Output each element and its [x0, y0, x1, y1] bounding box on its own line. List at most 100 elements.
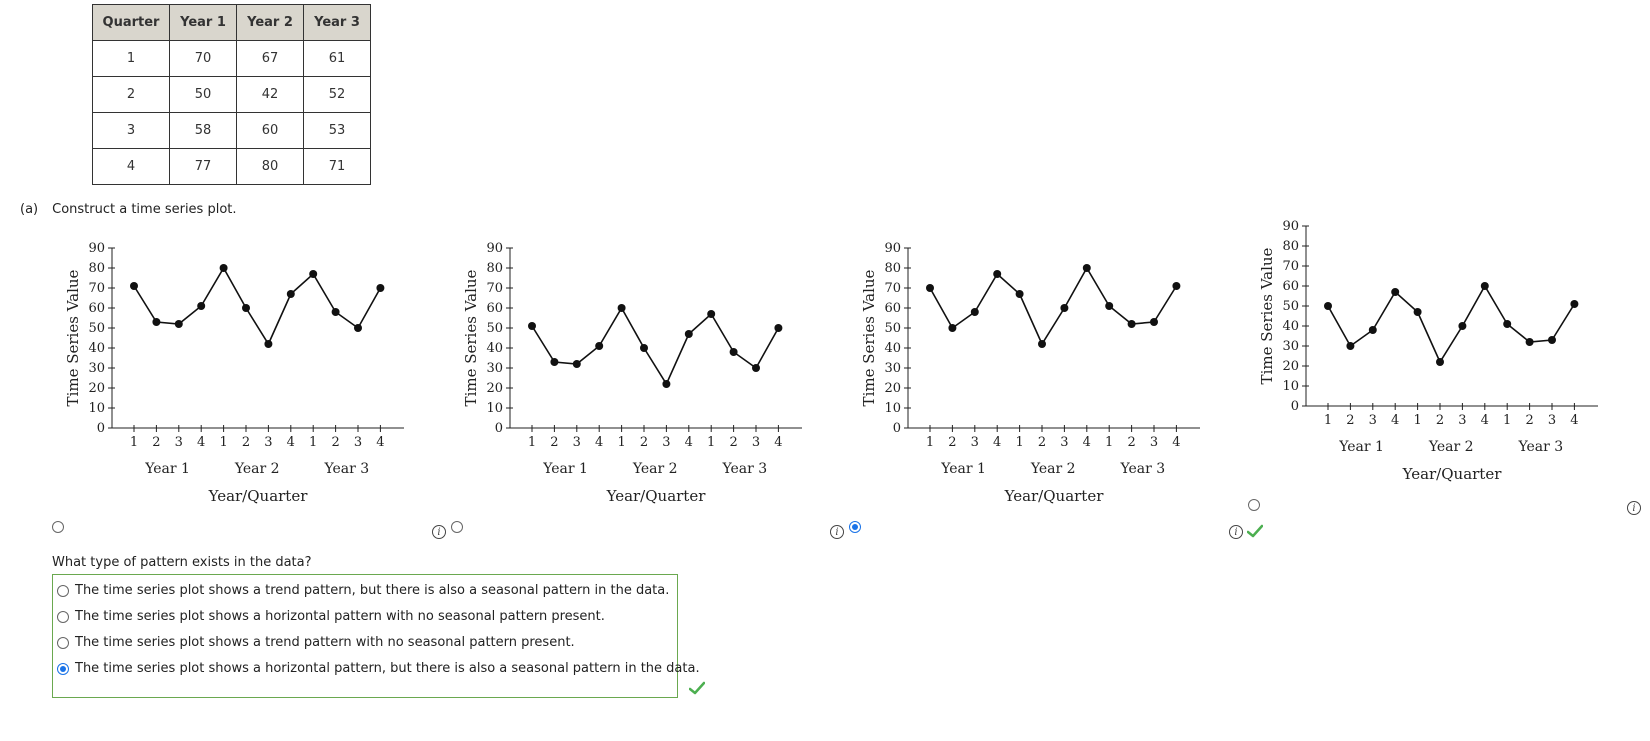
y-tick-label: 80: [1282, 239, 1299, 254]
y-tick-label: 40: [1282, 319, 1299, 334]
x-tick-label: 3: [1548, 413, 1556, 428]
data-point: [707, 310, 716, 318]
y-tick-label: 10: [1282, 379, 1299, 394]
data-point: [152, 318, 161, 326]
x-tick-label: 4: [1391, 413, 1399, 428]
data-point: [1525, 338, 1534, 346]
x-tick-label: 4: [993, 435, 1001, 450]
y-tick-label: 0: [893, 421, 901, 436]
series-line: [1327, 284, 1576, 364]
x-axis-title: Year/Quarter: [1004, 487, 1105, 505]
series-line: [133, 266, 382, 346]
table-cell: 4: [92, 148, 170, 185]
x-tick-label: 3: [573, 435, 581, 450]
year-group-label: Year 3: [1517, 439, 1563, 455]
answer-option-radio[interactable]: [57, 585, 69, 597]
info-icon[interactable]: i: [1627, 501, 1641, 515]
chart-option-1-radio[interactable]: [52, 521, 64, 533]
instruction-text: Construct a time series plot.: [52, 202, 237, 217]
data-point: [595, 342, 604, 350]
info-icon[interactable]: i: [432, 525, 446, 539]
y-axis-title: Time Series Value: [860, 269, 878, 406]
time-series-chart-4: 0 10 20 30 40 50 60 70 80 90 1 2 3 4 1 2 3 4 1 2 3 4 Year 1 Yea…: [1258, 214, 1650, 514]
year-group-label: Year 3: [323, 461, 369, 477]
data-point: [286, 290, 295, 298]
y-tick-label: 40: [486, 341, 503, 356]
answer-option-radio[interactable]: [57, 637, 69, 649]
data-point: [1015, 290, 1024, 298]
chart-option-4-radio[interactable]: [1248, 499, 1260, 511]
year-group-label: Year 1: [940, 461, 986, 477]
data-point: [1503, 320, 1512, 328]
data-point: [528, 322, 536, 330]
y-tick-label: 80: [486, 261, 503, 276]
x-tick-label: 3: [752, 435, 760, 450]
data-point: [1391, 288, 1400, 296]
x-tick-label: 4: [595, 435, 603, 450]
x-tick-label: 4: [376, 435, 384, 450]
data-point: [572, 360, 581, 368]
x-tick-label: 3: [175, 435, 183, 450]
x-tick-label: 1: [1324, 413, 1332, 428]
data-point: [1480, 282, 1489, 290]
y-tick-label: 70: [1282, 259, 1299, 274]
data-point: [752, 364, 760, 372]
x-tick-label: 2: [1038, 435, 1046, 450]
y-tick-label: 40: [88, 341, 105, 356]
y-tick-label: 20: [486, 381, 503, 396]
data-point: [1172, 282, 1181, 290]
data-point: [1082, 264, 1091, 272]
data-point: [1105, 302, 1114, 310]
y-axis-title: Time Series Value: [1258, 247, 1276, 384]
data-point: [242, 304, 250, 312]
y-tick-label: 80: [88, 261, 105, 276]
info-icon[interactable]: i: [830, 525, 844, 539]
y-tick-label: 70: [88, 281, 105, 296]
x-tick-label: 2: [1346, 413, 1354, 428]
data-point: [309, 270, 318, 278]
x-tick-label: 3: [264, 435, 272, 450]
data-point: [1436, 358, 1444, 366]
y-tick-label: 20: [88, 381, 105, 396]
x-tick-label: 4: [197, 435, 205, 450]
data-point: [662, 380, 671, 388]
x-tick-label: 2: [550, 435, 558, 450]
x-tick-label: 1: [219, 435, 227, 450]
y-tick-label: 20: [1282, 359, 1299, 374]
info-icon[interactable]: i: [1229, 525, 1243, 539]
table-cell: 1: [92, 40, 170, 77]
y-tick-label: 70: [884, 281, 901, 296]
x-tick-label: 2: [729, 435, 737, 450]
data-point: [219, 264, 228, 272]
table-cell: 77: [169, 148, 237, 185]
data-point: [174, 320, 183, 328]
answer-option-radio[interactable]: [57, 663, 69, 675]
y-tick-label: 90: [1282, 219, 1299, 234]
chart-option-3-radio[interactable]: [849, 521, 861, 533]
chart-option-2-radio[interactable]: [451, 521, 463, 533]
data-point: [331, 308, 340, 316]
x-tick-label: 1: [926, 435, 934, 450]
data-point: [1368, 326, 1377, 334]
data-point: [1458, 322, 1467, 330]
table-cell: 70: [169, 40, 237, 77]
x-tick-label: 1: [1413, 413, 1421, 428]
data-point: [550, 358, 559, 366]
answer-option-label: The time series plot shows a trend patte…: [75, 583, 670, 598]
x-tick-label: 2: [242, 435, 250, 450]
year-group-label: Year 3: [721, 461, 767, 477]
year-group-label: Year 2: [234, 461, 280, 477]
x-tick-label: 1: [1015, 435, 1023, 450]
table-cell: 71: [303, 148, 371, 185]
x-tick-label: 3: [1458, 413, 1466, 428]
table-cell: 42: [236, 76, 304, 113]
table-cell: 61: [303, 40, 371, 77]
y-tick-label: 50: [88, 321, 105, 336]
table-row: 1 70 67 61: [92, 40, 371, 77]
answer-option-radio[interactable]: [57, 611, 69, 623]
data-point: [948, 324, 957, 332]
y-tick-label: 60: [1282, 279, 1299, 294]
data-point: [640, 344, 648, 352]
data-point: [1060, 304, 1069, 312]
